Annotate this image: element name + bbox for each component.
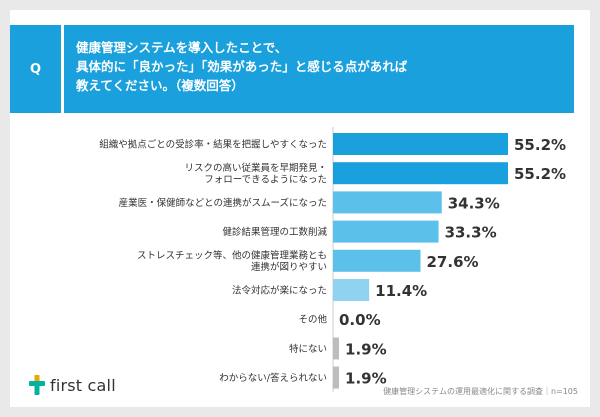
question-badge-label: Q — [29, 61, 42, 77]
category-label-7-0: 特にない — [289, 343, 327, 355]
bar-chart: 55.2% 組織や拠点ごとの受診率・結果を把握しやすくなった 55.2% リスクの高い… — [99, 127, 566, 392]
category-label-6-0: その他 — [298, 314, 327, 326]
category-label-2-0: 産業医・保健師などとの連携がスムーズになった — [119, 197, 327, 209]
value-label-6: 0.0% — [339, 311, 381, 329]
question-line-1: 健康管理システムを導入したことで、 — [76, 40, 288, 55]
survey-source: 健康管理システムの運用最適化に関する調査｜n=105 — [383, 387, 578, 396]
category-label-4-1: 連携が図りやすい — [251, 261, 327, 273]
bar-0 — [333, 133, 508, 155]
logo-mark-icon — [29, 375, 45, 395]
bar-7 — [333, 337, 340, 360]
question-line-2: 具体的に「良かった」「効果があった」と感じる点があれば — [76, 59, 408, 74]
bar-3 — [333, 220, 439, 243]
value-label-7: 1.9% — [345, 340, 387, 358]
question-text: 健康管理システムを導入したことで、 具体的に「良かった」「効果があった」と感じる… — [64, 25, 574, 113]
bar-5 — [333, 279, 370, 301]
question-badge: Q — [10, 25, 61, 113]
value-label-8: 1.9% — [345, 370, 387, 388]
value-label-3: 33.3% — [445, 224, 497, 242]
bar-8 — [333, 366, 340, 389]
bar-4 — [333, 249, 421, 272]
category-label-3-0: 健診結果管理の工数削減 — [222, 226, 327, 238]
first-call-logo: first call — [28, 373, 116, 397]
bar-1 — [333, 162, 508, 185]
category-label-0-0: 組織や拠点ごとの受診率・結果を把握しやすくなった — [99, 139, 327, 151]
value-label-4: 27.6% — [427, 253, 479, 271]
value-label-0: 55.2% — [514, 136, 566, 154]
value-label-1: 55.2% — [514, 165, 566, 183]
category-label-4-0: ストレスチェック等、他の健康管理業務とも — [137, 250, 327, 262]
category-label-1-1: フォローできるようになった — [204, 174, 327, 185]
value-label-5: 11.4% — [375, 282, 427, 300]
category-label-8-0: わからない/答えられない — [219, 372, 327, 384]
value-label-2: 34.3% — [448, 194, 500, 212]
question-line-3: 教えてください。（複数回答） — [76, 78, 244, 93]
category-label-1-0: リスクの高い従業員を早期発見・ — [184, 162, 327, 174]
category-label-5-0: 法令対応が楽になった — [232, 285, 327, 297]
bar-2 — [333, 191, 442, 214]
logo-text: first call — [50, 375, 116, 395]
survey-card: Q 健康管理システムを導入したことで、 具体的に「良かった」「効果があった」と感… — [10, 10, 590, 407]
